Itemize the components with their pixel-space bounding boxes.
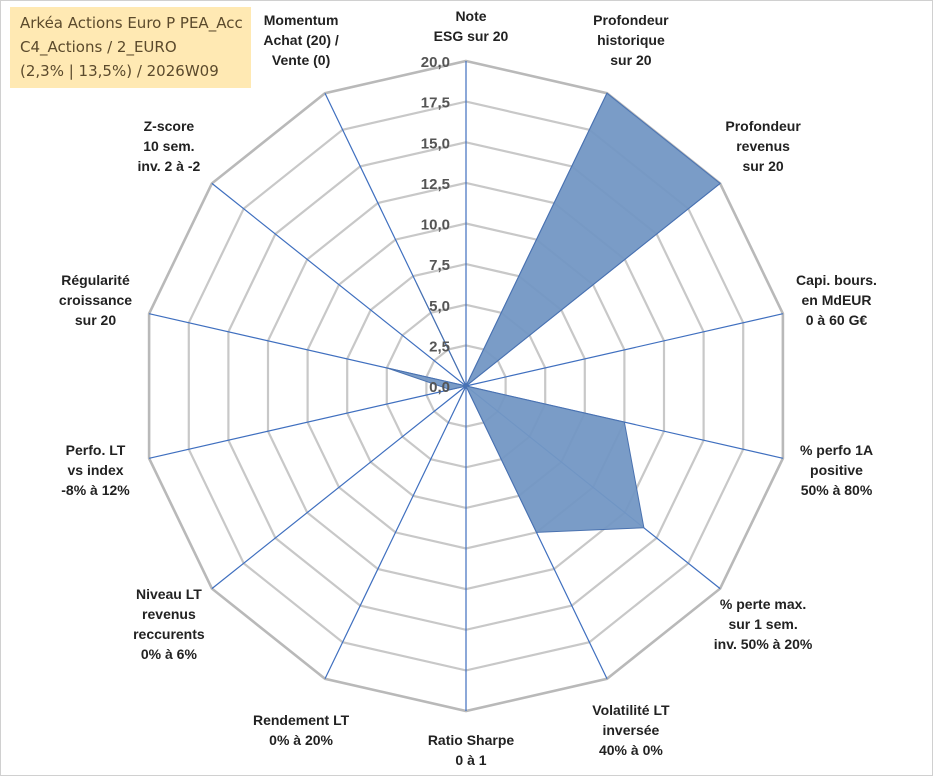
axis-label-line: Profondeur <box>593 12 669 28</box>
axis-label: Rendement LT 0% à 20% <box>253 712 350 748</box>
axis-label: % perfo 1A positive 50% à 80% <box>800 442 873 498</box>
axis-label-line: sur 20 <box>742 158 783 174</box>
axis-label-line: Capi. bours. <box>796 272 877 288</box>
axis-label-line: croissance <box>59 292 132 308</box>
axis-label-line: Vente (0) <box>272 52 330 68</box>
axis-label-line: Perfo. LT <box>66 442 126 458</box>
axis-label-line: 40% à 0% <box>599 742 663 758</box>
axis-label-line: Ratio Sharpe <box>428 732 515 748</box>
fund-period-line: (2,3% | 13,5%) / 2026W09 <box>20 62 219 80</box>
axis-label-line: inversée <box>602 722 659 738</box>
axis-label: Profondeur revenus sur 20 <box>725 118 801 174</box>
axis-label-line: vs index <box>67 462 123 478</box>
axis-label-line: 50% à 80% <box>801 482 873 498</box>
tick-label: 12,5 <box>421 176 450 193</box>
axis-label: Niveau LT revenus reccurents 0% à 6% <box>133 586 205 662</box>
axis-label-line: 0 à 1 <box>455 752 486 768</box>
axis-label-line: revenus <box>736 138 790 154</box>
tick-label: 7,5 <box>429 257 450 274</box>
radar-tick-labels: 0,0 2,5 5,0 7,5 10,0 12,5 15,0 17,5 20,0 <box>421 54 450 396</box>
axis-label-line: Volatilité LT <box>592 702 670 718</box>
axis-label-line: Note <box>455 8 486 24</box>
axis-label: Momentum Achat (20) / Vente (0) <box>263 12 339 68</box>
axis-label-line: inv. 2 à -2 <box>138 158 201 174</box>
tick-label: 0,0 <box>429 379 450 396</box>
axis-label: Z-score 10 sem. inv. 2 à -2 <box>138 118 201 174</box>
axis-spoke <box>211 385 467 590</box>
tick-label: 10,0 <box>421 217 450 234</box>
axis-label-line: Achat (20) / <box>263 32 339 48</box>
axis-label-line: % perfo 1A <box>800 442 873 458</box>
axis-spoke <box>211 182 467 387</box>
tick-label: 20,0 <box>421 54 450 71</box>
axis-label: Note ESG sur 20 <box>434 8 509 44</box>
axis-label-line: -8% à 12% <box>61 482 130 498</box>
axis-label-line: sur 20 <box>610 52 651 68</box>
axis-label-line: % perte max. <box>720 596 806 612</box>
axis-label-line: Rendement LT <box>253 712 350 728</box>
axis-label-line: sur 20 <box>75 312 116 328</box>
axis-label: Volatilité LT inversée 40% à 0% <box>592 702 670 758</box>
axis-label: Régularité croissance sur 20 <box>59 272 132 328</box>
axis-label: Capi. bours. en MdEUR 0 à 60 G€ <box>796 272 877 328</box>
axis-label-line: 10 sem. <box>143 138 194 154</box>
axis-label: % perte max. sur 1 sem. inv. 50% à 20% <box>714 596 813 652</box>
axis-spoke <box>465 313 784 387</box>
axis-label-line: 0% à 6% <box>141 646 198 662</box>
axis-label-line: ESG sur 20 <box>434 28 509 44</box>
fund-category-line: C4_Actions / 2_EURO <box>20 38 177 56</box>
axis-spoke <box>148 385 467 459</box>
axis-label-line: en MdEUR <box>802 292 872 308</box>
axis-label-line: Niveau LT <box>136 586 202 602</box>
fund-title-line: Arkéa Actions Euro P PEA_Acc <box>20 14 243 32</box>
axis-label-line: revenus <box>142 606 196 622</box>
axis-label-line: Z-score <box>144 118 195 134</box>
axis-label-line: positive <box>810 462 863 478</box>
axis-label: Ratio Sharpe 0 à 1 <box>428 732 515 768</box>
axis-label-line: Régularité <box>61 272 130 288</box>
fund-title-box: Arkéa Actions Euro P PEA_Acc C4_Actions … <box>10 7 251 88</box>
tick-label: 17,5 <box>421 95 450 112</box>
tick-label: 2,5 <box>429 338 450 355</box>
axis-label-line: 0 à 60 G€ <box>806 312 868 328</box>
axis-label-line: Momentum <box>264 12 339 28</box>
tick-label: 5,0 <box>429 298 450 315</box>
radar-axis-labels: Note ESG sur 20 Profondeur historique sur 20… <box>59 8 877 768</box>
axis-label-line: sur 1 sem. <box>728 616 797 632</box>
axis-label-line: inv. 50% à 20% <box>714 636 813 652</box>
radar-series <box>386 92 721 533</box>
axis-label-line: Profondeur <box>725 118 801 134</box>
tick-label: 15,0 <box>421 135 450 152</box>
axis-label: Profondeur historique sur 20 <box>593 12 669 68</box>
axis-label-line: reccurents <box>133 626 205 642</box>
axis-label-line: historique <box>597 32 665 48</box>
axis-label-line: 0% à 20% <box>269 732 333 748</box>
axis-label: Perfo. LT vs index -8% à 12% <box>61 442 130 498</box>
axis-spoke <box>324 385 467 680</box>
